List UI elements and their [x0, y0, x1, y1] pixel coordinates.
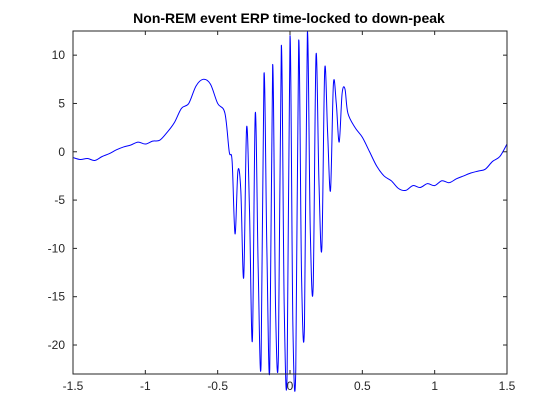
plot-area [72, 31, 508, 392]
y-tick-label: 10 [52, 48, 66, 62]
x-tick-label: -0.5 [207, 379, 228, 393]
y-tick-label: -10 [48, 241, 66, 255]
axes: -1.5 -1 -0.5 0 0.5 1 1.5 -20 -15 -10 -5 0 5 10 [48, 30, 516, 393]
x-tick-label: 1 [431, 379, 438, 393]
x-tick-label: -1 [140, 379, 151, 393]
x-tick-label: -1.5 [63, 379, 84, 393]
y-tick-label: -20 [48, 338, 66, 352]
chart-title: Non-REM event ERP time-locked to down-pe… [133, 10, 445, 26]
y-tick-label: -5 [54, 193, 65, 207]
y-tick-label: 5 [58, 96, 65, 110]
series-line [72, 31, 508, 392]
x-tick-label: 0 [287, 379, 294, 393]
y-tick-label: -15 [48, 290, 66, 304]
y-tick-label: 0 [58, 145, 65, 159]
x-tick-label: 1.5 [499, 379, 516, 393]
x-tick-label: 0.5 [354, 379, 371, 393]
